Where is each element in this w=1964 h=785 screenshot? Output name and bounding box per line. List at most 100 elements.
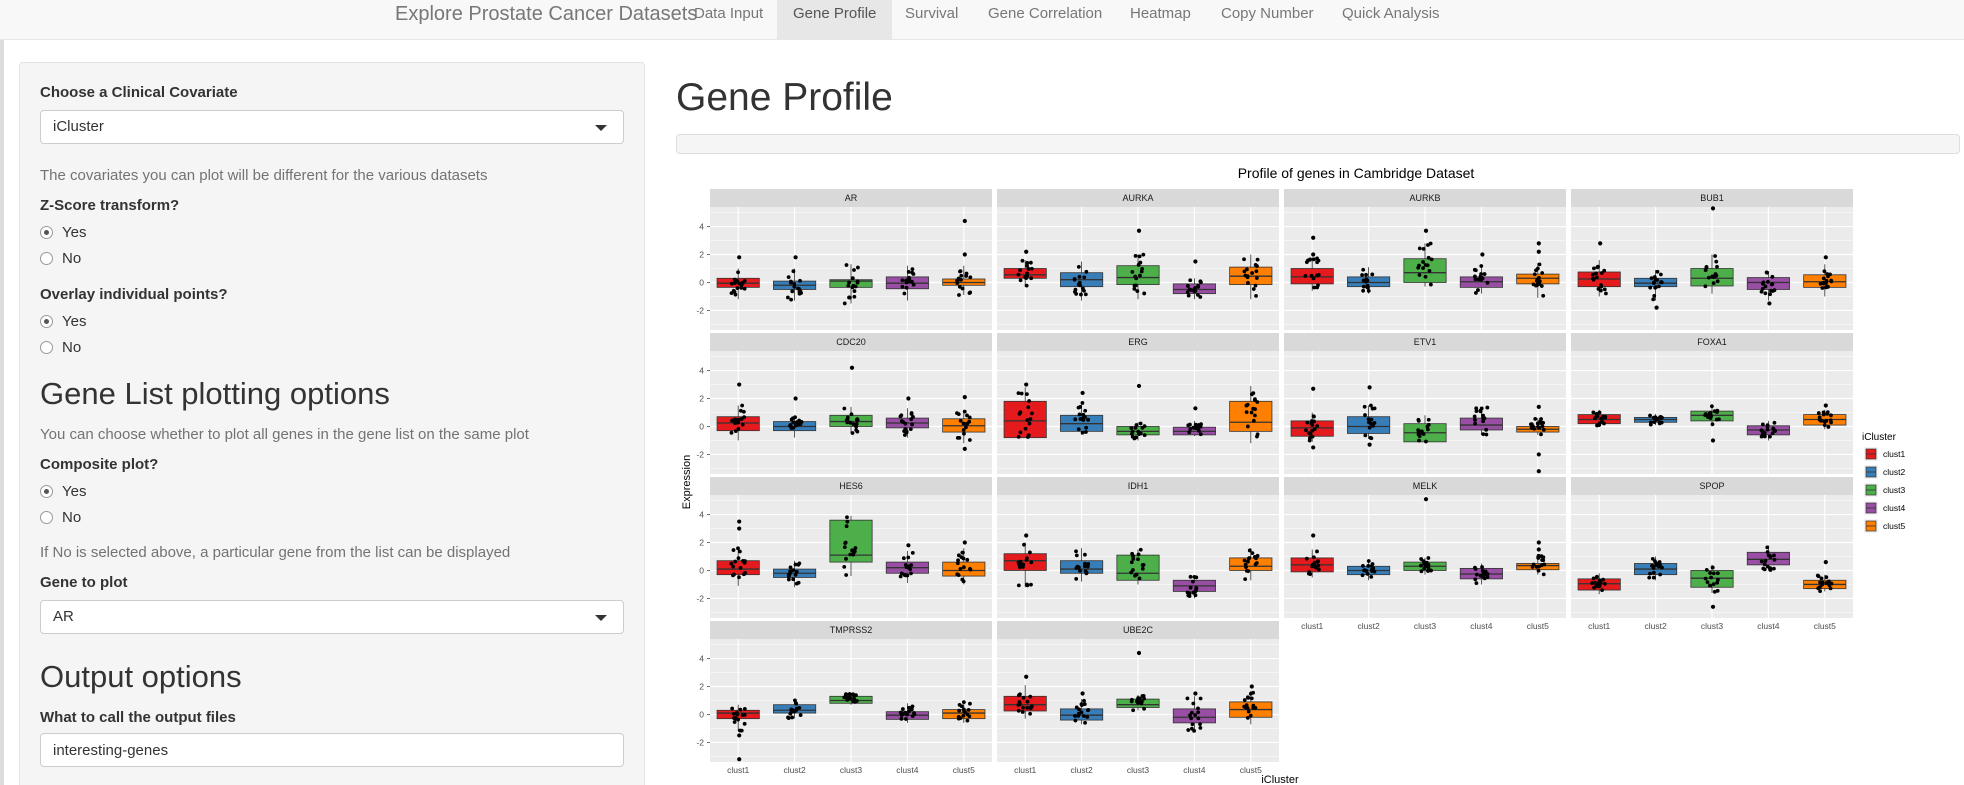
data-point (966, 707, 971, 712)
data-point (1655, 278, 1660, 282)
data-point (957, 703, 962, 707)
data-point (1821, 281, 1826, 286)
facet-tmprss2: TMPRSS2 (707, 621, 992, 762)
data-point (1246, 281, 1250, 285)
data-point (900, 707, 905, 711)
tab-gene-profile[interactable]: Gene Profile (777, 0, 893, 40)
outlier-point (1823, 255, 1828, 260)
data-point (1242, 257, 1246, 262)
data-point (967, 714, 972, 719)
facet-ar: AR (707, 189, 992, 330)
data-point (903, 563, 908, 567)
data-point (1650, 556, 1655, 561)
data-point (1186, 423, 1191, 428)
outlier-point (1311, 235, 1316, 240)
data-point (849, 412, 854, 417)
data-point (1655, 269, 1660, 274)
data-point (1426, 243, 1430, 247)
facet-idh1: IDH1 (997, 477, 1279, 618)
data-point (965, 421, 970, 426)
data-point (1073, 714, 1077, 718)
facet-aurka: AURKA (997, 189, 1279, 330)
data-point (1141, 562, 1146, 567)
data-point (1076, 265, 1081, 269)
data-point (1025, 699, 1030, 704)
data-point (910, 550, 915, 555)
data-point (855, 418, 860, 423)
data-point (1761, 280, 1766, 285)
data-point (742, 286, 747, 291)
data-point (1538, 421, 1543, 426)
data-point (1142, 424, 1147, 429)
outlier-point (1311, 533, 1316, 538)
data-point (1829, 581, 1834, 586)
data-point (856, 265, 860, 270)
data-point (1829, 413, 1833, 418)
data-point (1136, 557, 1140, 562)
data-point (1142, 696, 1146, 701)
data-point (1473, 417, 1477, 422)
data-point (1312, 414, 1316, 419)
data-point (1189, 716, 1194, 721)
data-point (1480, 565, 1484, 569)
data-point (844, 556, 848, 561)
tab-survival[interactable]: Survival (905, 5, 959, 22)
data-point (1198, 726, 1203, 730)
data-point (1591, 576, 1596, 581)
data-point (789, 279, 793, 284)
data-point (904, 429, 909, 434)
covariate-label: Choose a Clinical Covariate (40, 84, 238, 101)
data-point (1594, 271, 1598, 276)
data-point (1142, 291, 1147, 296)
x-tick-label: clust4 (896, 765, 918, 775)
data-point (737, 281, 742, 286)
data-point (1479, 406, 1484, 411)
outlier-point (1536, 241, 1541, 246)
data-point (848, 420, 853, 425)
data-point (910, 267, 915, 272)
data-point (794, 708, 798, 713)
tab-quick-analysis[interactable]: Quick Analysis (1342, 5, 1440, 22)
outlier-point (1193, 406, 1198, 411)
outlier-point (1480, 252, 1485, 257)
data-point (1024, 556, 1029, 561)
covariate-select[interactable]: iCluster (40, 110, 624, 144)
x-tick-label: clust5 (1527, 621, 1549, 631)
data-point (1770, 282, 1775, 286)
data-point (742, 415, 747, 420)
tab-gene-correlation[interactable]: Gene Correlation (988, 5, 1103, 22)
tab-heatmap[interactable]: Heatmap (1130, 5, 1191, 22)
facet-strip (997, 333, 1279, 351)
data-point (1709, 575, 1713, 580)
navbar: Explore Prostate Cancer Datasets Data In… (0, 0, 1964, 40)
data-point (1759, 559, 1764, 564)
data-point (1198, 279, 1203, 284)
data-point (1711, 582, 1716, 587)
data-point (1312, 560, 1317, 565)
data-point (911, 415, 915, 419)
data-point (1134, 572, 1139, 577)
output-filename-input[interactable] (40, 733, 624, 767)
data-point (735, 286, 740, 291)
outlier-point (962, 540, 967, 545)
outlier-point (1823, 403, 1828, 408)
facet-label: ERG (1128, 337, 1148, 347)
data-point (1705, 580, 1710, 585)
data-point (1419, 569, 1424, 574)
data-point (1312, 257, 1316, 262)
data-point (1473, 577, 1478, 582)
data-point (957, 293, 961, 297)
data-point (1254, 293, 1258, 298)
data-point (1715, 580, 1720, 585)
box-clust3 (829, 414, 873, 427)
gene-select[interactable]: AR (40, 600, 624, 634)
data-point (1713, 254, 1717, 258)
tab-copy-number[interactable]: Copy Number (1221, 5, 1314, 22)
tab-data-input[interactable]: Data Input (694, 5, 764, 22)
data-point (903, 573, 908, 578)
app-brand[interactable]: Explore Prostate Cancer Datasets (395, 3, 698, 25)
data-point (1657, 560, 1662, 564)
data-point (1426, 566, 1431, 571)
data-point (1715, 571, 1720, 576)
data-point (1766, 553, 1771, 558)
